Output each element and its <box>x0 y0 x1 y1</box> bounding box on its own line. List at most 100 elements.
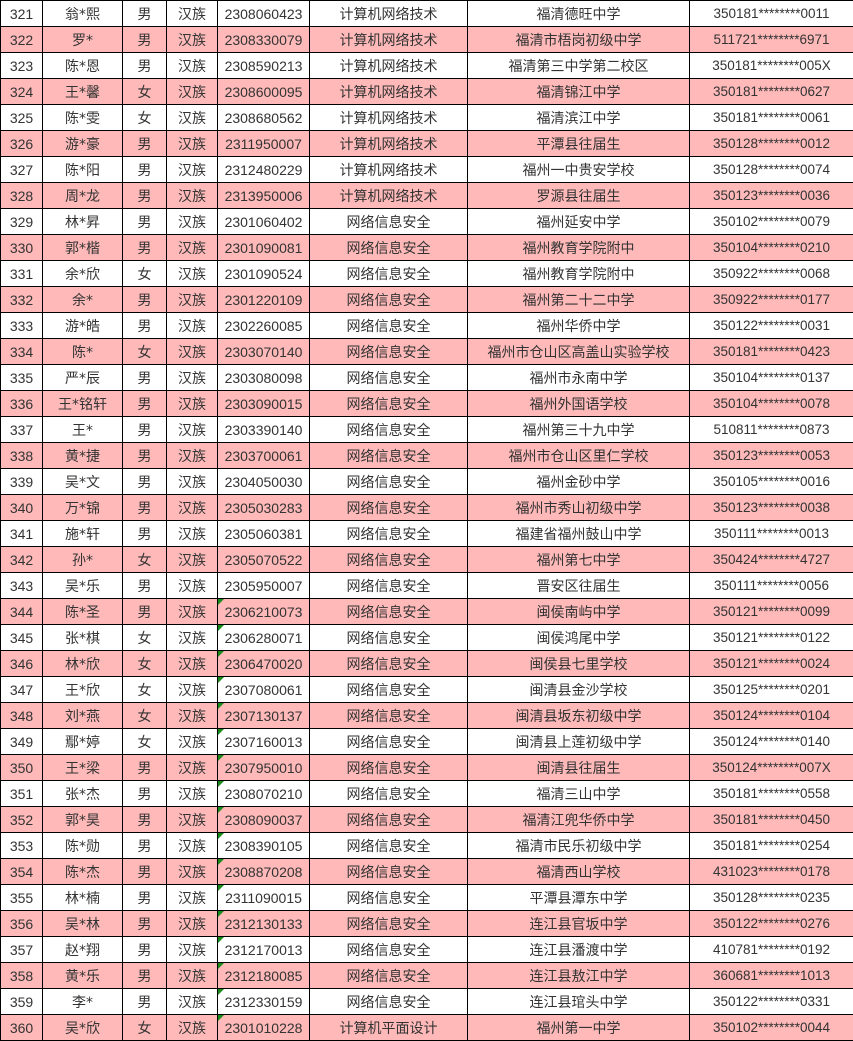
row-number-cell[interactable]: 348 <box>0 702 43 729</box>
school-cell[interactable]: 福州市仓山区高盖山实验学校 <box>467 338 690 365</box>
school-cell[interactable]: 福州第三十九中学 <box>467 416 690 443</box>
ethnicity-cell[interactable]: 汉族 <box>166 78 218 105</box>
ethnicity-cell[interactable]: 汉族 <box>166 858 218 885</box>
id-number-cell[interactable]: 410781********0192 <box>689 936 853 963</box>
row-number-cell[interactable]: 345 <box>0 624 43 651</box>
name-cell[interactable]: 郭*昊 <box>42 806 123 833</box>
row-number-cell[interactable]: 322 <box>0 26 43 53</box>
id-number-cell[interactable]: 350104********0078 <box>689 390 853 417</box>
ethnicity-cell[interactable]: 汉族 <box>166 1014 218 1041</box>
exam-number-cell[interactable]: 2301220109 <box>217 286 310 313</box>
gender-cell[interactable]: 男 <box>122 572 167 599</box>
id-number-cell[interactable]: 350181********0254 <box>689 832 853 859</box>
ethnicity-cell[interactable]: 汉族 <box>166 598 218 625</box>
major-cell[interactable]: 计算机网络技术 <box>309 52 468 79</box>
school-cell[interactable]: 福州金砂中学 <box>467 468 690 495</box>
ethnicity-cell[interactable]: 汉族 <box>166 338 218 365</box>
ethnicity-cell[interactable]: 汉族 <box>166 806 218 833</box>
gender-cell[interactable]: 男 <box>122 988 167 1015</box>
gender-cell[interactable]: 女 <box>122 260 167 287</box>
gender-cell[interactable]: 男 <box>122 156 167 183</box>
ethnicity-cell[interactable]: 汉族 <box>166 260 218 287</box>
gender-cell[interactable]: 男 <box>122 936 167 963</box>
row-number-cell[interactable]: 347 <box>0 676 43 703</box>
name-cell[interactable]: 张*杰 <box>42 780 123 807</box>
school-cell[interactable]: 福清西山学校 <box>467 858 690 885</box>
name-cell[interactable]: 余*欣 <box>42 260 123 287</box>
ethnicity-cell[interactable]: 汉族 <box>166 624 218 651</box>
ethnicity-cell[interactable]: 汉族 <box>166 494 218 521</box>
name-cell[interactable]: 刘*燕 <box>42 702 123 729</box>
gender-cell[interactable]: 女 <box>122 104 167 131</box>
id-number-cell[interactable]: 350128********0074 <box>689 156 853 183</box>
gender-cell[interactable]: 男 <box>122 962 167 989</box>
school-cell[interactable]: 福州第七中学 <box>467 546 690 573</box>
name-cell[interactable]: 黄*乐 <box>42 962 123 989</box>
ethnicity-cell[interactable]: 汉族 <box>166 364 218 391</box>
major-cell[interactable]: 网络信息安全 <box>309 494 468 521</box>
exam-number-cell[interactable]: 2308070210 <box>217 780 310 807</box>
exam-number-cell[interactable]: 2305060381 <box>217 520 310 547</box>
id-number-cell[interactable]: 350105********0016 <box>689 468 853 495</box>
ethnicity-cell[interactable]: 汉族 <box>166 286 218 313</box>
school-cell[interactable]: 闽侯县七里学校 <box>467 650 690 677</box>
name-cell[interactable]: 王* <box>42 416 123 443</box>
exam-number-cell[interactable]: 2306280071 <box>217 624 310 651</box>
row-number-cell[interactable]: 356 <box>0 910 43 937</box>
major-cell[interactable]: 网络信息安全 <box>309 468 468 495</box>
exam-number-cell[interactable]: 2301010228 <box>217 1014 310 1041</box>
name-cell[interactable]: 施*轩 <box>42 520 123 547</box>
gender-cell[interactable]: 男 <box>122 52 167 79</box>
id-number-cell[interactable]: 350123********0053 <box>689 442 853 469</box>
row-number-cell[interactable]: 360 <box>0 1014 43 1041</box>
exam-number-cell[interactable]: 2307130137 <box>217 702 310 729</box>
exam-number-cell[interactable]: 2308590213 <box>217 52 310 79</box>
name-cell[interactable]: 陈*勋 <box>42 832 123 859</box>
gender-cell[interactable]: 男 <box>122 910 167 937</box>
gender-cell[interactable]: 男 <box>122 442 167 469</box>
school-cell[interactable]: 福清德旺中学 <box>467 0 690 27</box>
major-cell[interactable]: 网络信息安全 <box>309 806 468 833</box>
exam-number-cell[interactable]: 2312330159 <box>217 988 310 1015</box>
row-number-cell[interactable]: 350 <box>0 754 43 781</box>
school-cell[interactable]: 连江县潘渡中学 <box>467 936 690 963</box>
gender-cell[interactable]: 男 <box>122 598 167 625</box>
major-cell[interactable]: 计算机网络技术 <box>309 26 468 53</box>
gender-cell[interactable]: 女 <box>122 78 167 105</box>
gender-cell[interactable]: 男 <box>122 806 167 833</box>
ethnicity-cell[interactable]: 汉族 <box>166 962 218 989</box>
exam-number-cell[interactable]: 2311950007 <box>217 130 310 157</box>
name-cell[interactable]: 陈*雯 <box>42 104 123 131</box>
id-number-cell[interactable]: 350104********0210 <box>689 234 853 261</box>
ethnicity-cell[interactable]: 汉族 <box>166 780 218 807</box>
row-number-cell[interactable]: 331 <box>0 260 43 287</box>
row-number-cell[interactable]: 321 <box>0 0 43 27</box>
school-cell[interactable]: 福州外国语学校 <box>467 390 690 417</box>
gender-cell[interactable]: 男 <box>122 364 167 391</box>
major-cell[interactable]: 网络信息安全 <box>309 312 468 339</box>
school-cell[interactable]: 福清滨江中学 <box>467 104 690 131</box>
major-cell[interactable]: 网络信息安全 <box>309 832 468 859</box>
row-number-cell[interactable]: 351 <box>0 780 43 807</box>
gender-cell[interactable]: 男 <box>122 754 167 781</box>
name-cell[interactable]: 周*龙 <box>42 182 123 209</box>
name-cell[interactable]: 王*馨 <box>42 78 123 105</box>
ethnicity-cell[interactable]: 汉族 <box>166 676 218 703</box>
row-number-cell[interactable]: 337 <box>0 416 43 443</box>
school-cell[interactable]: 连江县琯头中学 <box>467 988 690 1015</box>
ethnicity-cell[interactable]: 汉族 <box>166 832 218 859</box>
exam-number-cell[interactable]: 2303700061 <box>217 442 310 469</box>
major-cell[interactable]: 网络信息安全 <box>309 650 468 677</box>
id-number-cell[interactable]: 431023********0178 <box>689 858 853 885</box>
name-cell[interactable]: 吴*文 <box>42 468 123 495</box>
gender-cell[interactable]: 男 <box>122 468 167 495</box>
name-cell[interactable]: 吴*林 <box>42 910 123 937</box>
major-cell[interactable]: 网络信息安全 <box>309 728 468 755</box>
gender-cell[interactable]: 男 <box>122 520 167 547</box>
row-number-cell[interactable]: 325 <box>0 104 43 131</box>
id-number-cell[interactable]: 511721********6971 <box>689 26 853 53</box>
id-number-cell[interactable]: 350922********0068 <box>689 260 853 287</box>
gender-cell[interactable]: 女 <box>122 338 167 365</box>
exam-number-cell[interactable]: 2307160013 <box>217 728 310 755</box>
name-cell[interactable]: 游*皓 <box>42 312 123 339</box>
